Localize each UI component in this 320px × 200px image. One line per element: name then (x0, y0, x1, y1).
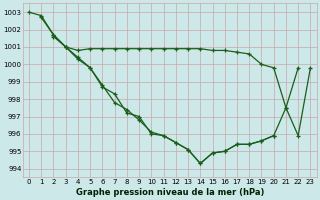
X-axis label: Graphe pression niveau de la mer (hPa): Graphe pression niveau de la mer (hPa) (76, 188, 264, 197)
